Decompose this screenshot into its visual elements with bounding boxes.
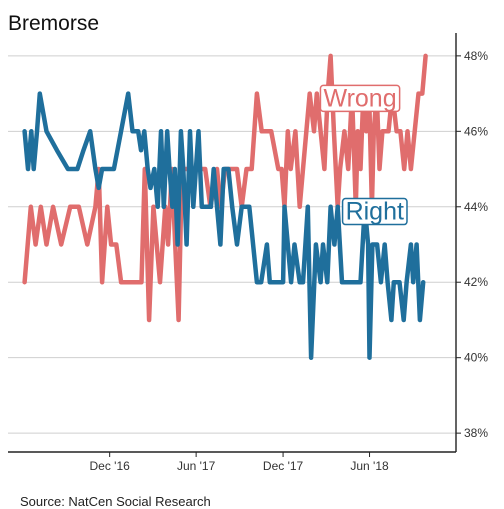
chart-title: Bremorse bbox=[8, 12, 100, 35]
y-tick-label: 40% bbox=[464, 351, 488, 365]
y-tick-label: 38% bbox=[464, 426, 488, 440]
series-label-text: Right bbox=[346, 198, 404, 226]
series-label-right: Right bbox=[341, 197, 408, 226]
x-tick-label: Dec '16 bbox=[90, 459, 131, 473]
series-line-wrong bbox=[22, 53, 428, 323]
series-label-box bbox=[341, 197, 408, 226]
y-tick-label: 48% bbox=[464, 49, 488, 63]
x-tick-label: Dec '17 bbox=[263, 459, 304, 473]
series-label-box bbox=[319, 84, 401, 113]
x-tick-label: Jun '17 bbox=[177, 459, 216, 473]
source-note: Source: NatCen Social Research bbox=[20, 494, 211, 509]
y-tick-label: 44% bbox=[464, 200, 488, 214]
series-labels: Wrong Right bbox=[319, 84, 408, 226]
axes: 38% 40% 42% 44% 46% 48% Dec '16 Jun '17 Dec '17 J… bbox=[8, 33, 488, 473]
series-line-right bbox=[22, 91, 426, 360]
series-label-text: Wrong bbox=[323, 84, 396, 112]
series-label-wrong: Wrong bbox=[319, 84, 401, 113]
series-lines bbox=[22, 53, 428, 360]
x-tick-label: Jun '18 bbox=[350, 459, 389, 473]
y-tick-label: 42% bbox=[464, 275, 488, 289]
y-tick-label: 46% bbox=[464, 124, 488, 138]
